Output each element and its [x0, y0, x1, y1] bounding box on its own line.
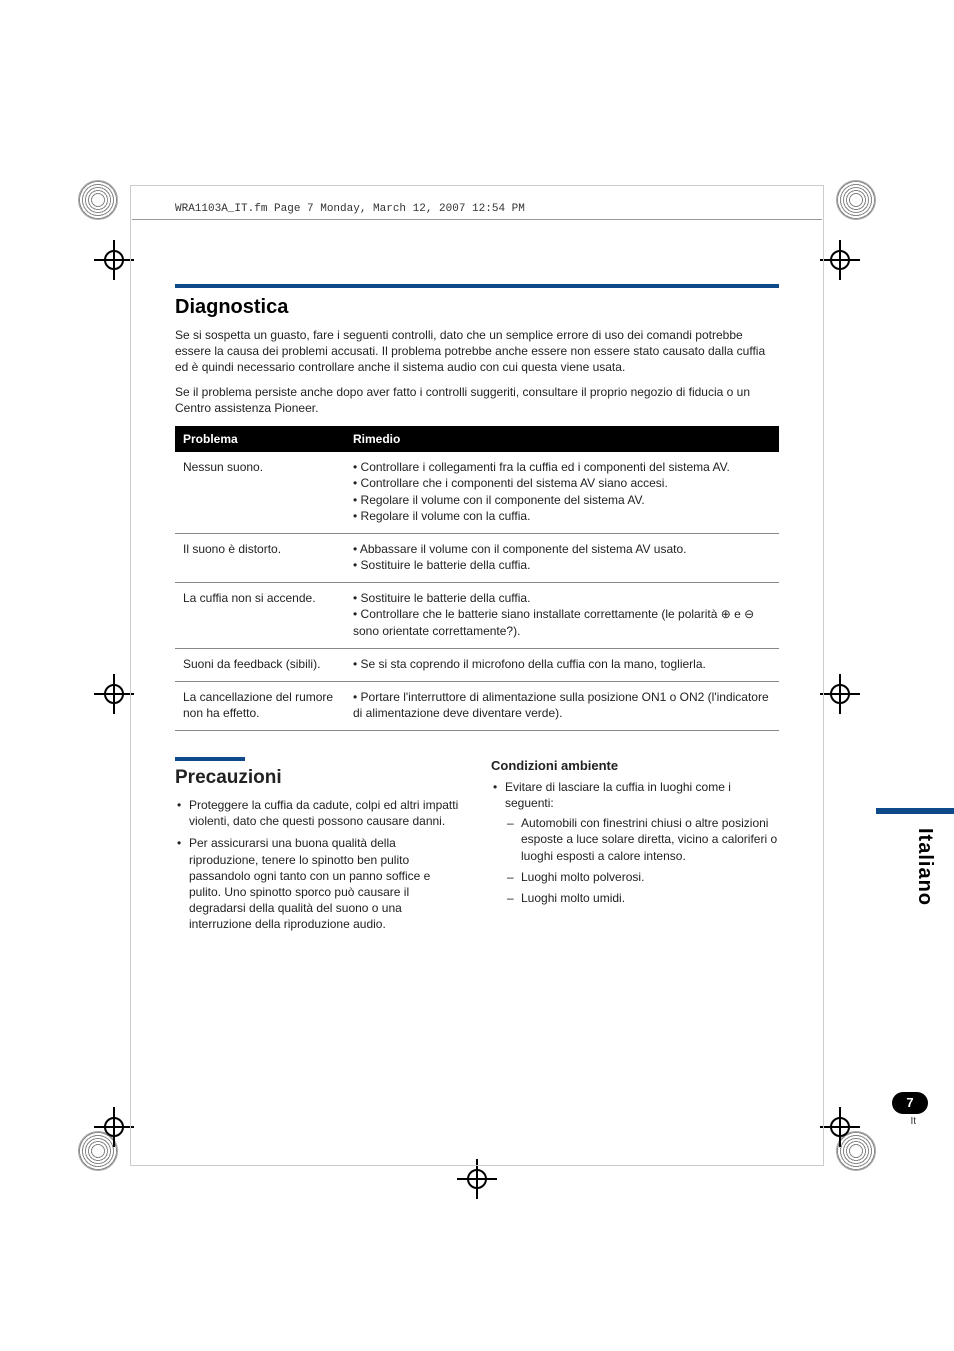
reg-mark-tl	[100, 246, 128, 274]
diagnostica-intro: Se si sospetta un guasto, fare i seguent…	[175, 327, 779, 416]
precautions-bullet-list: Proteggere la cuffia da cadute, colpi ed…	[175, 797, 463, 933]
crop-target-tr	[836, 180, 876, 220]
table-cell-rimedio: • Sostituire le batterie della cuffia.• …	[345, 583, 779, 649]
language-tab: Italiano	[876, 818, 954, 938]
precaution-item: Per assicurarsi una buona qualità della …	[189, 835, 463, 932]
table-row: La cancellazione del rumore non ha effet…	[175, 682, 779, 731]
remedy-line: • Abbassare il volume con il componente …	[353, 541, 771, 557]
remedy-line: • Regolare il volume con la cuffia.	[353, 508, 771, 524]
table-cell-rimedio: • Portare l'interruttore di alimentazion…	[345, 682, 779, 731]
heading-precauzioni: Precauzioni	[175, 765, 463, 791]
ambient-intro-text: Evitare di lasciare la cuffia in luoghi …	[505, 780, 731, 810]
remedy-line: • Controllare che le batterie siano inst…	[353, 606, 771, 638]
remedy-line: • Portare l'interruttore di alimentazion…	[353, 689, 771, 721]
reg-mark-tr	[826, 246, 854, 274]
heading-condizioni-ambiente: Condizioni ambiente	[491, 757, 779, 775]
precaution-item: Proteggere la cuffia da cadute, colpi ed…	[189, 797, 463, 829]
diagnostica-intro-p1: Se si sospetta un guasto, fare i seguent…	[175, 327, 779, 376]
troubleshooting-table: Problema Rimedio Nessun suono. • Controll…	[175, 426, 779, 731]
table-row: Nessun suono. • Controllare i collegament…	[175, 452, 779, 533]
remedy-line: • Sostituire le batterie della cuffia.	[353, 590, 771, 606]
crop-target-tl	[78, 180, 118, 220]
table-cell-problema: La cuffia non si accende.	[175, 583, 345, 649]
diagnostica-intro-p2: Se il problema persiste anche dopo aver …	[175, 384, 779, 416]
remedy-line: • Controllare i collegamenti fra la cuff…	[353, 459, 771, 475]
ambient-intro-item: Evitare di lasciare la cuffia in luoghi …	[505, 779, 779, 906]
reg-mark-bl	[100, 1113, 128, 1141]
page-number-badge: 7	[892, 1092, 928, 1114]
table-row: Il suono è distorto. • Abbassare il volum…	[175, 533, 779, 582]
page-lang-code: It	[910, 1116, 916, 1127]
ambient-dash-list: Automobili con finestrini chiusi o altre…	[505, 815, 779, 906]
ambient-dash-item: Automobili con finestrini chiusi o altre…	[521, 815, 779, 864]
ambient-dash-item: Luoghi molto umidi.	[521, 890, 779, 906]
remedy-line: • Sostituire le batterie della cuffia.	[353, 557, 771, 573]
reg-mark-ml	[100, 680, 128, 708]
table-cell-rimedio: • Abbassare il volume con il componente …	[345, 533, 779, 582]
precautions-section: Precauzioni Proteggere la cuffia da cadu…	[175, 757, 779, 938]
heading-diagnostica: Diagnostica	[175, 294, 779, 321]
table-row: Suoni da feedback (sibili). • Se si sta c…	[175, 648, 779, 681]
table-cell-problema: La cancellazione del rumore non ha effet…	[175, 682, 345, 731]
table-cell-problema: Suoni da feedback (sibili).	[175, 648, 345, 681]
language-tab-marker	[876, 808, 954, 814]
table-cell-problema: Nessun suono.	[175, 452, 345, 533]
reg-mark-br	[826, 1113, 854, 1141]
precautions-right-col: Condizioni ambiente Evitare di lasciare …	[491, 757, 779, 938]
section-rule-diagnostica	[175, 284, 779, 288]
table-cell-rimedio: • Controllare i collegamenti fra la cuff…	[345, 452, 779, 533]
table-cell-problema: Il suono è distorto.	[175, 533, 345, 582]
content-area: Diagnostica Se si sospetta un guasto, fa…	[175, 284, 779, 939]
reg-mark-bc	[463, 1165, 491, 1193]
table-row: La cuffia non si accende.• Sostituire le…	[175, 583, 779, 649]
remedy-line: • Controllare che i componenti del siste…	[353, 475, 771, 491]
precautions-left-col: Precauzioni Proteggere la cuffia da cadu…	[175, 757, 463, 938]
table-cell-rimedio: • Se si sta coprendo il microfono della …	[345, 648, 779, 681]
table-header-rimedio: Rimedio	[345, 426, 779, 452]
remedy-line: • Se si sta coprendo il microfono della …	[353, 656, 771, 672]
table-header-problema: Problema	[175, 426, 345, 452]
reg-mark-mr	[826, 680, 854, 708]
ambient-dash-item: Luoghi molto polverosi.	[521, 869, 779, 885]
ambient-intro-list: Evitare di lasciare la cuffia in luoghi …	[491, 779, 779, 906]
section-rule-precauzioni	[175, 757, 245, 761]
language-tab-label: Italiano	[913, 828, 936, 906]
remedy-line: • Regolare il volume con il componente d…	[353, 492, 771, 508]
